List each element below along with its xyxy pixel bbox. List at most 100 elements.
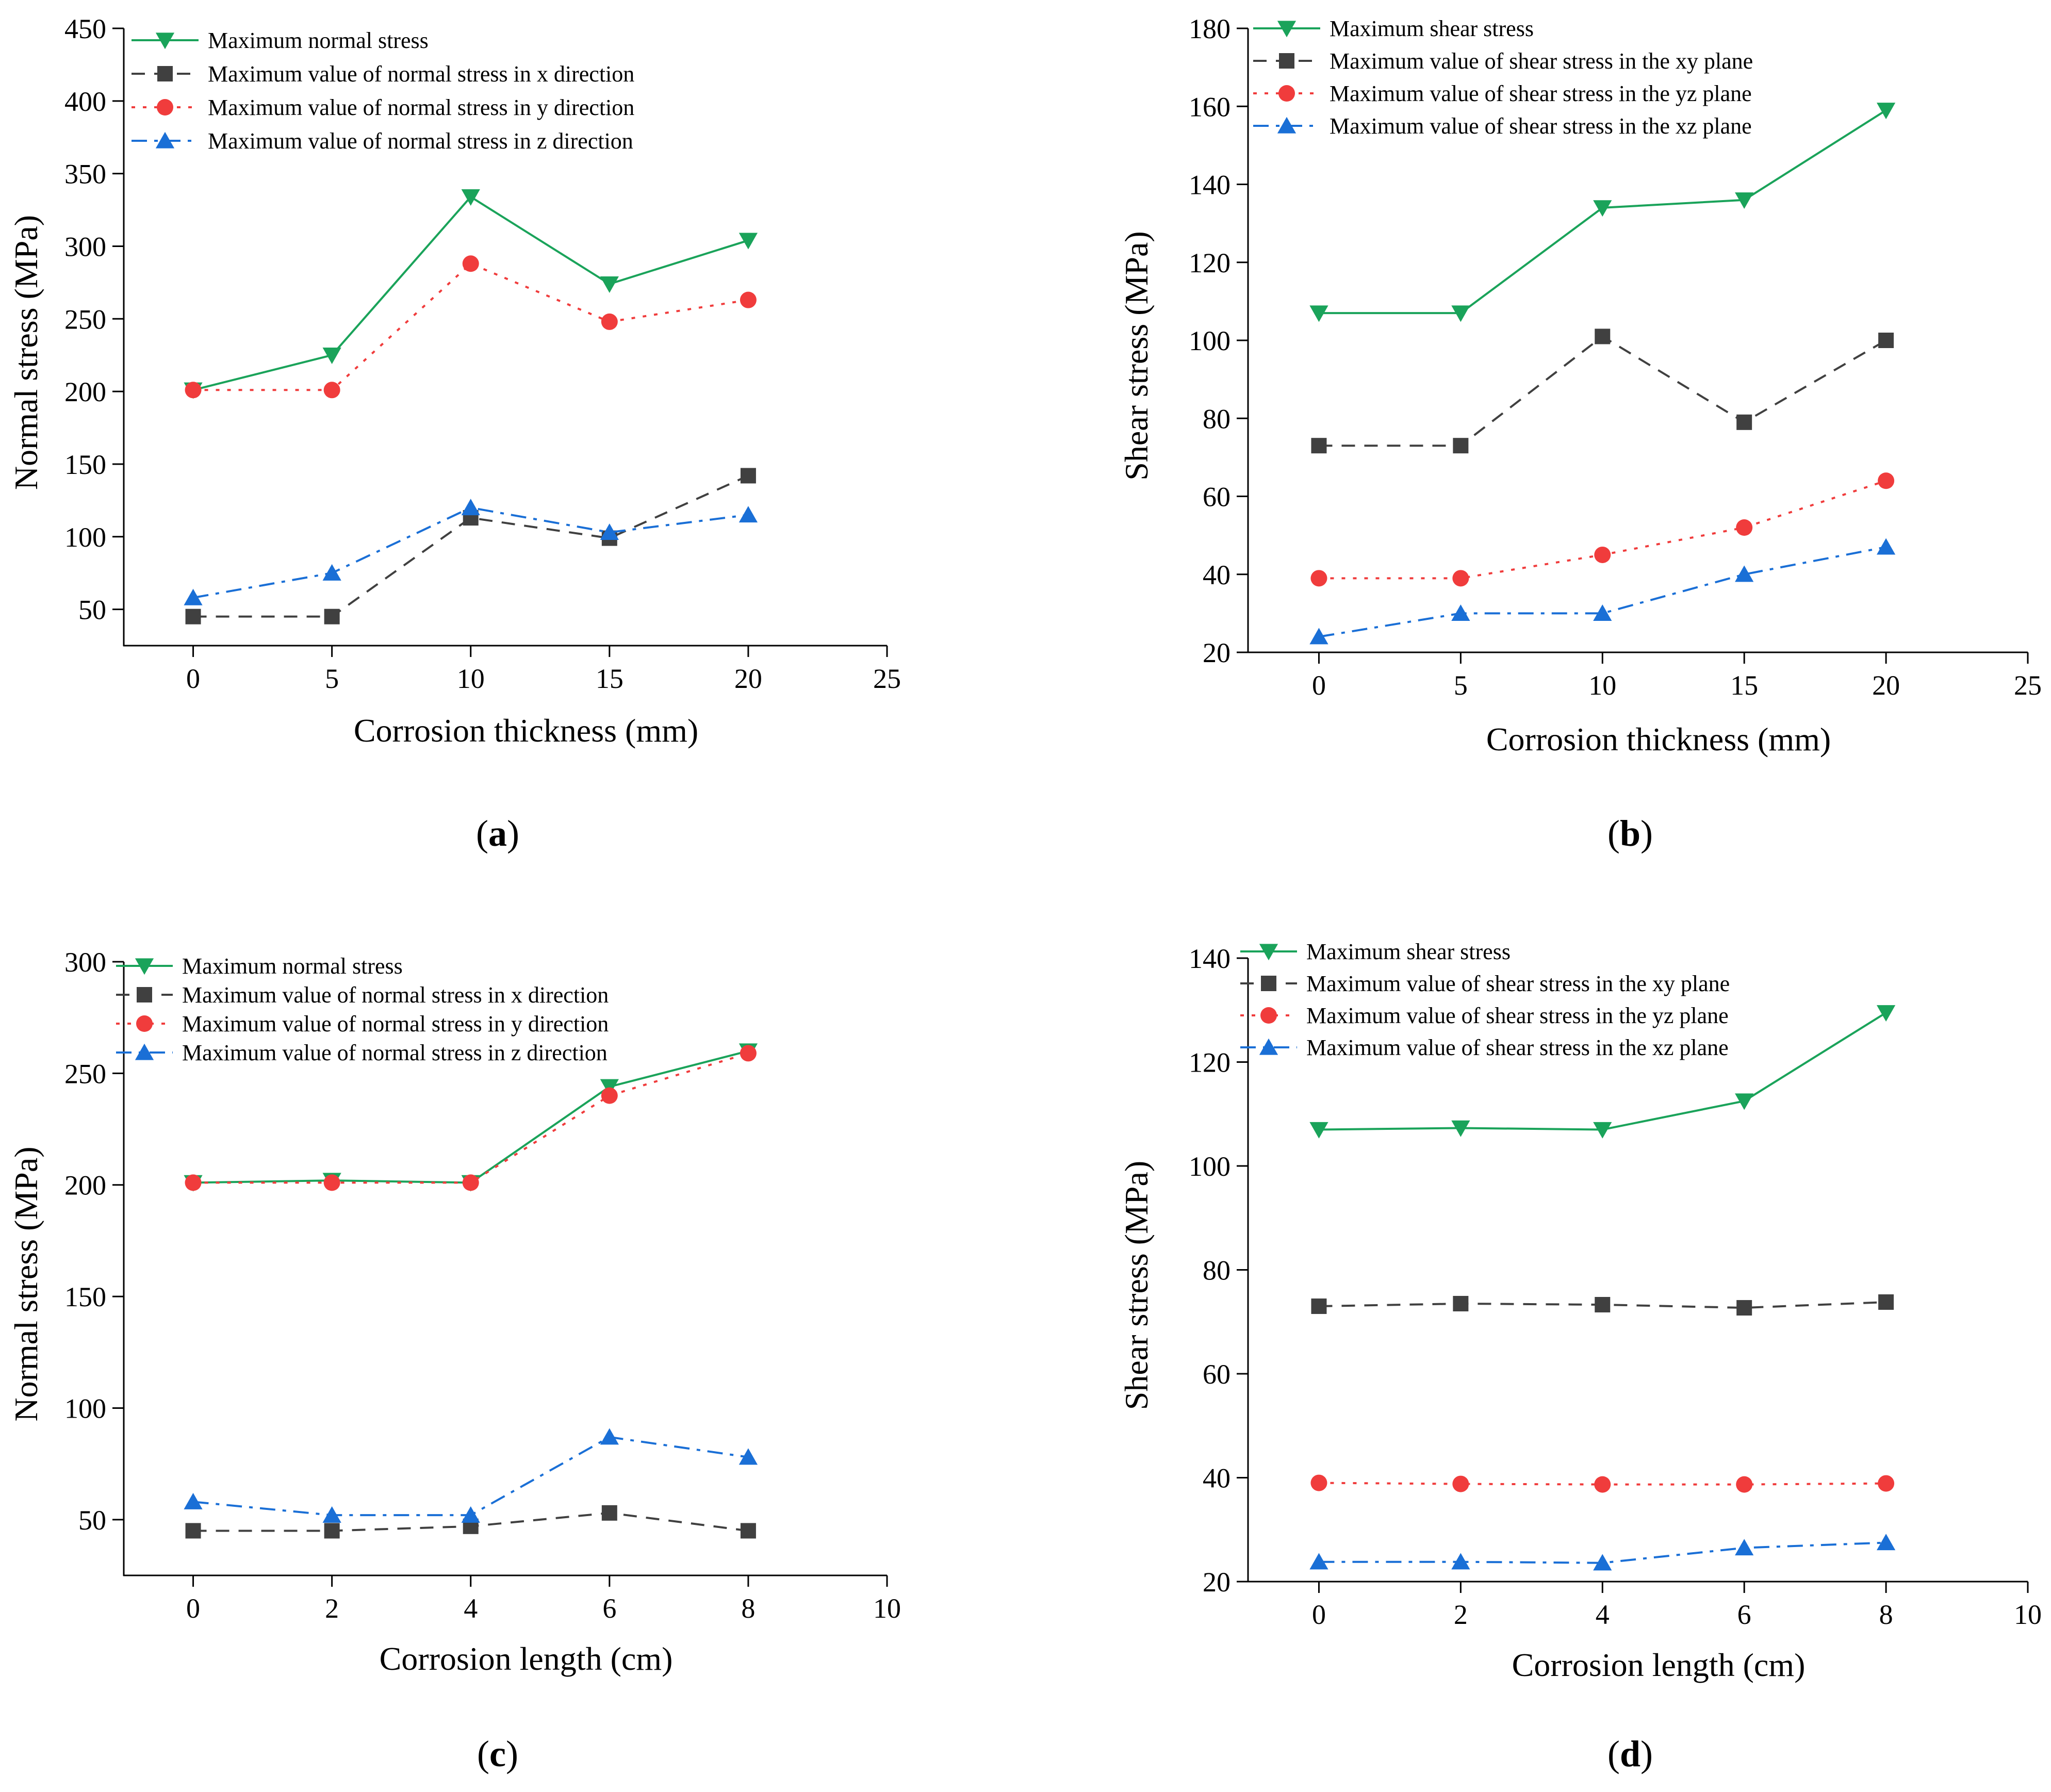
legend-label: Maximum value of shear stress in the xz …: [1330, 113, 1752, 139]
panel-label: (a): [476, 813, 519, 854]
panel-label-close: ): [506, 1733, 518, 1774]
data-point: [323, 1174, 340, 1191]
data-point: [184, 588, 203, 605]
x-tick-label: 2: [325, 1593, 339, 1624]
x-tick-label: 8: [1879, 1599, 1893, 1630]
series-1: [1309, 1005, 1896, 1139]
y-tick-label: 50: [78, 1505, 106, 1536]
data-point: [1594, 546, 1611, 563]
legend-label: Maximum value of shear stress in the yz …: [1306, 1003, 1729, 1028]
x-tick-label: 6: [1737, 1599, 1751, 1630]
y-tick-label: 120: [1189, 248, 1230, 278]
data-point: [1310, 1474, 1327, 1491]
legend-swatch-marker: [137, 987, 152, 1002]
chart-panel-b: 0 5 10 15 20 25 20 40 60 80 100 120 140 160 180 Corrosi…: [1118, 13, 2042, 854]
data-point: [1735, 1093, 1754, 1110]
data-point: [1309, 1553, 1328, 1570]
data-point: [1451, 1553, 1470, 1570]
data-point: [740, 1523, 756, 1539]
x-tick-label: 8: [741, 1593, 755, 1624]
y-tick-label: 160: [1189, 91, 1230, 122]
data-point: [1878, 333, 1894, 348]
series-3: [185, 255, 757, 399]
x-tick-label: 25: [2014, 670, 2042, 701]
panel-label: (b): [1607, 813, 1653, 854]
x-tick-label: 20: [1872, 670, 1900, 701]
data-point: [184, 1492, 203, 1509]
legend-label: Maximum value of normal stress in z dire…: [182, 1040, 608, 1065]
data-point: [1311, 1298, 1327, 1314]
legend-swatch-marker: [1259, 944, 1278, 961]
x-tick-label: 15: [1730, 670, 1758, 701]
series-4: [184, 1428, 758, 1523]
x-tick-label: 4: [1596, 1599, 1610, 1630]
x-tick-label: 0: [1312, 670, 1326, 701]
legend-item: Maximum value of shear stress in the xz …: [1253, 113, 1752, 139]
data-point: [1451, 1120, 1470, 1137]
legend-label: Maximum normal stress: [182, 953, 403, 979]
data-point: [1453, 1295, 1469, 1311]
x-tick-label: 15: [596, 663, 623, 694]
data-point: [322, 564, 341, 581]
y-tick-label: 100: [64, 522, 106, 553]
data-point: [1593, 200, 1612, 217]
y-tick-label: 60: [1203, 1359, 1230, 1390]
legend-label: Maximum value of shear stress in the xy …: [1330, 48, 1753, 74]
series-4: [1309, 538, 1896, 645]
data-point: [1593, 1122, 1612, 1139]
data-point: [1593, 1554, 1612, 1571]
data-point: [461, 189, 480, 206]
legend-swatch-marker: [155, 32, 175, 50]
data-point: [740, 291, 757, 308]
legend-label: Maximum value of normal stress in x dire…: [208, 61, 634, 87]
series-3: [185, 1045, 757, 1191]
panel-label-close: ): [1640, 813, 1653, 854]
data-point: [739, 506, 758, 523]
legend-swatch-marker: [1277, 21, 1297, 38]
y-tick-label: 400: [64, 86, 106, 117]
legend-item: Maximum value of shear stress in the xy …: [1253, 48, 1753, 74]
panel-label: (d): [1607, 1733, 1653, 1774]
series-line: [193, 1052, 749, 1184]
legend-swatch-marker: [157, 99, 173, 116]
series-4: [184, 499, 758, 605]
series-4: [1309, 1534, 1896, 1571]
series-2: [1311, 328, 1894, 454]
data-point: [462, 1174, 479, 1191]
series-3: [1310, 472, 1895, 587]
data-point: [601, 1505, 617, 1521]
legend: Maximum normal stress Maximum value of no…: [132, 28, 634, 154]
legend: Maximum shear stress Maximum value of she…: [1253, 16, 1753, 139]
data-point: [324, 1523, 340, 1539]
y-tick-label: 100: [1189, 325, 1230, 356]
legend: Maximum normal stress Maximum value of no…: [116, 953, 609, 1065]
x-axis-title: Corrosion length (cm): [380, 1640, 673, 1677]
panel-label-open: (: [1607, 1733, 1620, 1774]
panel-label-letter: c: [489, 1733, 506, 1774]
data-point: [1595, 328, 1611, 344]
data-point: [322, 348, 341, 364]
data-point: [1878, 1294, 1894, 1310]
data-point: [1309, 1122, 1328, 1139]
series-line: [1319, 1012, 1887, 1131]
legend-item: Maximum value of normal stress in y dire…: [132, 95, 634, 120]
data-point: [1878, 472, 1895, 489]
x-tick-label: 5: [1454, 670, 1468, 701]
x-tick-label: 0: [186, 663, 200, 694]
legend-item: Maximum value of normal stress in x dire…: [116, 982, 609, 1008]
panel-label: (c): [477, 1733, 518, 1774]
data-point: [1736, 1300, 1752, 1316]
legend-swatch-marker: [155, 131, 175, 149]
y-tick-label: 140: [1189, 170, 1230, 201]
data-point: [1735, 565, 1754, 582]
data-point: [1876, 1005, 1896, 1022]
data-point: [1876, 538, 1896, 555]
data-point: [1876, 1534, 1896, 1551]
x-tick-label: 10: [2014, 1599, 2042, 1630]
data-point: [461, 499, 480, 516]
data-point: [740, 468, 756, 484]
data-point: [600, 1428, 619, 1445]
x-tick-label: 2: [1454, 1599, 1468, 1630]
legend-item: Maximum normal stress: [132, 28, 429, 53]
panel-label-open: (: [476, 813, 488, 854]
